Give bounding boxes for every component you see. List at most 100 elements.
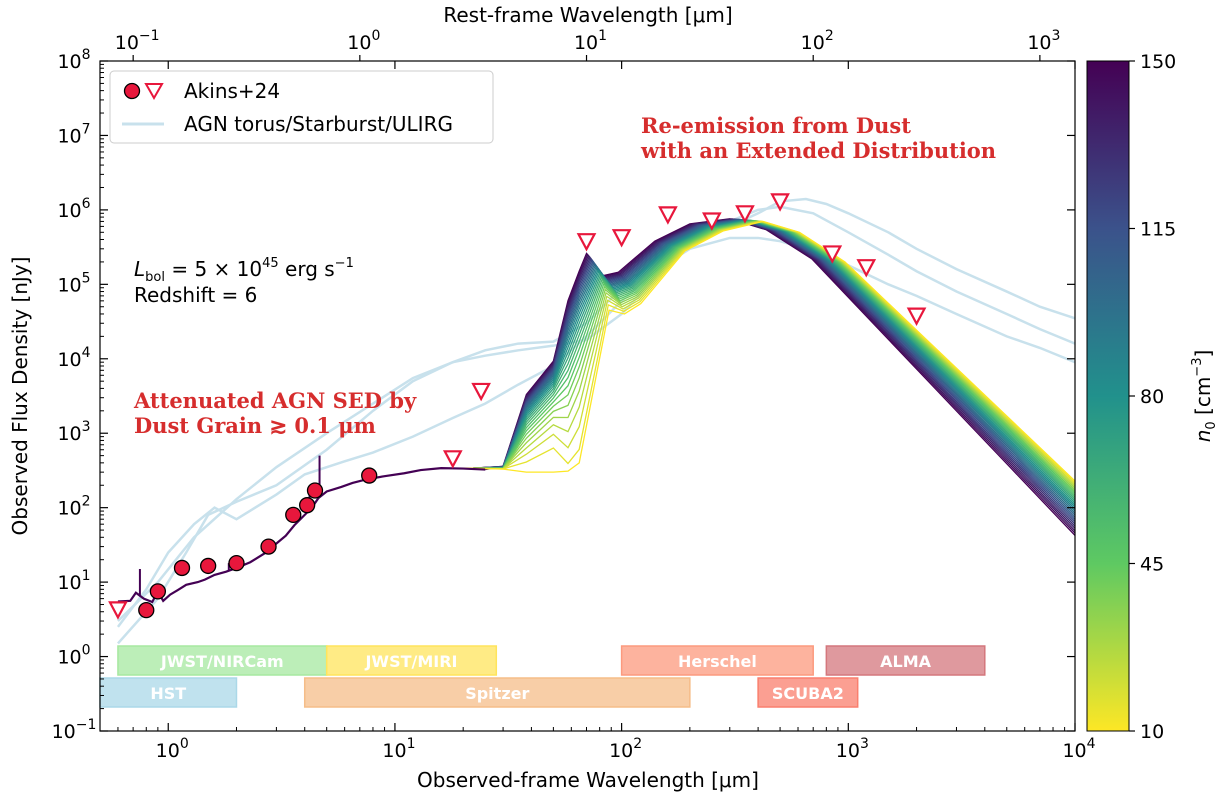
- top-tick-label-1: 100: [347, 28, 380, 54]
- top-tick-label-0: 10−1: [115, 28, 160, 54]
- instrument-band-3: [825, 645, 986, 676]
- model-curve-26: [452, 218, 1075, 535]
- instrument-band-0: [117, 645, 328, 676]
- model-curve-10: [452, 219, 1075, 501]
- model-curve-20: [452, 218, 1075, 521]
- model-curve-3: [452, 220, 1075, 488]
- model-curve-15: [452, 219, 1075, 510]
- colorbar-label: n0 [cm−3]: [1190, 350, 1219, 443]
- model-curve-17: [452, 219, 1075, 515]
- y-tick-label-6: 105: [57, 270, 90, 296]
- upper-limit-1: [442, 450, 463, 469]
- instrument-band-2: [620, 645, 814, 676]
- y-tick-label-7: 106: [57, 196, 90, 222]
- y-tick-label-0: 10−1: [52, 717, 97, 743]
- x-axis-label: Observed-frame Wavelength [μm]: [417, 768, 759, 792]
- legend-box: [109, 70, 494, 144]
- y-tick-label-5: 104: [57, 345, 90, 371]
- model-curve-18: [452, 218, 1075, 517]
- agn-annotation-line1: Attenuated AGN SED by: [133, 388, 417, 413]
- legend-detection-marker: [123, 82, 141, 100]
- y-tick-label-8: 107: [57, 121, 90, 147]
- model-curve-7: [452, 220, 1075, 495]
- upper-limit-5: [658, 206, 678, 225]
- agn-sed-curve: [117, 466, 486, 604]
- upper-limit-3: [576, 233, 597, 252]
- detection-point-1: [149, 583, 167, 600]
- model-curve-4: [452, 220, 1075, 489]
- top-tick-label-2: 101: [574, 28, 607, 54]
- model-curve-25: [452, 218, 1075, 532]
- top-axis-label: Rest-frame Wavelength [μm]: [443, 3, 732, 27]
- y-tick-label-3: 102: [57, 494, 90, 520]
- colorbar-tick-label-4: 150: [1140, 51, 1176, 73]
- top-tick-label-4: 103: [1027, 28, 1060, 54]
- detection-point-5: [260, 538, 277, 555]
- axis-ticks: 100 101 102 103 104 10−1 100 101 102 103 10−1 100 10…: [52, 28, 1096, 762]
- instrument-label-3: ALMA: [880, 652, 932, 671]
- model-curve-23: [452, 218, 1075, 528]
- model-curve-8: [452, 219, 1075, 497]
- upper-limit-11: [906, 307, 927, 326]
- dust-annotation-line2: with an Extended Distribution: [640, 138, 996, 163]
- instrument-label-4: HST: [150, 684, 186, 703]
- detection-point-4: [228, 554, 245, 572]
- y-tick-label-1: 100: [57, 643, 90, 669]
- model-curve-22: [452, 218, 1075, 525]
- instrument-label-2: Herschel: [678, 652, 757, 671]
- instrument-label-6: SCUBA2: [772, 684, 844, 703]
- colorbar-tick-label-1: 45: [1140, 554, 1164, 576]
- dust-annotation-line1: Re-emission from Dust: [641, 113, 911, 138]
- template-curve-2: [117, 205, 1075, 622]
- upper-limit-8: [770, 193, 790, 212]
- bottom-tick-label-0: 100: [156, 736, 189, 762]
- upper-limit-9: [822, 245, 843, 264]
- upper-limit-6: [701, 212, 722, 231]
- colorbar-tick-label-3: 115: [1140, 219, 1176, 241]
- legend-limit-marker: [144, 83, 164, 101]
- model-curve-16: [452, 219, 1075, 513]
- legend-label-template: AGN torus/Starburst/ULIRG: [184, 112, 453, 136]
- y-tick-label-4: 103: [57, 419, 90, 445]
- detection-point-3: [200, 557, 217, 575]
- top-tick-label-3: 102: [801, 28, 834, 54]
- upper-limit-10: [856, 259, 877, 278]
- detection-point-6: [285, 506, 302, 524]
- instrument-bands: JWST/NIRCam JWST/MIRI Herschel ALMA HST Spitz…: [99, 645, 986, 708]
- detection-point-2: [173, 559, 191, 577]
- instrument-label-0: JWST/NIRCam: [160, 652, 284, 671]
- y-axis-label: Observed Flux Density [nJy]: [8, 257, 32, 536]
- upper-limit-4: [611, 229, 632, 248]
- instrument-band-6: [757, 677, 859, 708]
- luminosity-annotation: Lbol = 5 × 1045 erg s−1: [134, 256, 354, 285]
- colorbar-tick-label-2: 80: [1140, 386, 1164, 408]
- model-curve-19: [452, 218, 1075, 519]
- instrument-label-1: JWST/MIRI: [364, 652, 457, 671]
- instrument-band-4: [99, 677, 238, 708]
- model-curves: [117, 218, 1075, 604]
- bottom-tick-label-3: 103: [836, 736, 869, 762]
- upper-limit-7: [735, 205, 755, 224]
- instrument-band-1: [325, 645, 498, 676]
- bottom-tick-label-4: 104: [1062, 736, 1095, 762]
- model-curve-12: [452, 219, 1075, 504]
- model-curve-0: [452, 220, 1075, 482]
- plot-frame: [99, 60, 1076, 732]
- model-curve-11: [452, 219, 1075, 503]
- detection-point-0: [138, 602, 155, 619]
- y-tick-label-9: 108: [57, 47, 90, 73]
- model-curve-9: [452, 219, 1075, 499]
- model-curve-14: [452, 219, 1075, 508]
- detection-point-9: [361, 467, 378, 484]
- model-curve-24: [452, 218, 1075, 530]
- y-tick-label-2: 101: [57, 568, 90, 594]
- bottom-tick-label-1: 101: [382, 736, 415, 762]
- legend: Akins+24 AGN torus/Starburst/ULIRG: [109, 70, 494, 144]
- upper-limit-0: [108, 601, 128, 620]
- detection-point-8: [306, 482, 324, 499]
- colorbar-ticks: 10 45 80 115 150: [1129, 51, 1176, 743]
- bottom-tick-label-2: 102: [609, 736, 642, 762]
- model-curve-13: [452, 219, 1075, 506]
- model-curve-2: [452, 220, 1075, 486]
